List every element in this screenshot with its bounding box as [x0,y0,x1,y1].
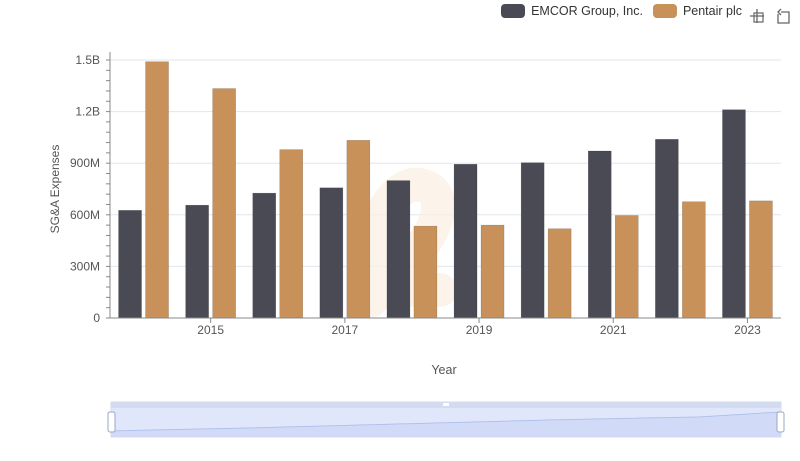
bar-emcor-2016[interactable] [252,192,276,319]
bar-emcor-2022[interactable] [655,139,679,319]
legend-item-pentair[interactable]: Pentair plc [652,4,742,18]
legend: EMCOR Group, Inc. Pentair plc [501,4,742,18]
x-tick-label: 2015 [197,323,224,337]
bar-emcor-2018[interactable] [386,180,411,319]
slider-handle-right[interactable] [776,411,785,433]
bar-pentair-2018[interactable] [413,225,438,319]
x-tick-label: 2019 [466,323,493,337]
y-tick-label: 0 [93,311,100,325]
bar-pentair-2016[interactable] [279,149,303,319]
y-tick-label: 600M [70,208,100,222]
legend-label-emcor: EMCOR Group, Inc. [531,4,643,18]
x-tick-label: 2017 [331,323,358,337]
legend-item-emcor[interactable]: EMCOR Group, Inc. [501,4,643,18]
bar-pentair-2022[interactable] [682,201,706,319]
legend-swatch-pentair [652,4,677,18]
reset-zoom-icon[interactable] [774,7,792,25]
legend-label-pentair: Pentair plc [682,4,742,18]
slider-grip[interactable] [443,403,449,406]
bar-pentair-2023[interactable] [749,200,773,319]
bar-emcor-2023[interactable] [722,109,746,319]
bar-pentair-2019[interactable] [480,224,505,319]
bar-pentair-2014[interactable] [145,61,169,319]
bar-pentair-2015[interactable] [212,88,236,319]
bar-emcor-2014[interactable] [118,210,142,319]
bar-pentair-2017[interactable] [346,140,371,319]
x-tick-label: 2021 [600,323,627,337]
bar-emcor-2017[interactable] [319,187,344,319]
data-zoom-slider[interactable] [107,401,785,438]
slider-handle-left[interactable] [107,411,116,433]
y-tick-label: 300M [70,259,100,273]
chart-toolbar [748,7,792,25]
bar-emcor-2021[interactable] [588,150,612,319]
bar-pentair-2020[interactable] [547,228,572,319]
slider-preview-area [111,412,781,437]
y-axis-title: SG&A Expenses [48,145,62,234]
axes: 0 300M 600M 900M 1.2B 1.5B 2015 2017 2019 2021 202… [70,52,781,337]
bars [118,61,773,319]
legend-swatch-emcor [501,4,526,18]
y-tick-label: 1.5B [75,53,100,67]
bar-emcor-2015[interactable] [185,204,209,319]
bar-emcor-2019[interactable] [453,163,478,319]
bar-pentair-2021[interactable] [615,215,639,319]
y-tick-label: 1.2B [75,105,100,119]
zoom-in-icon[interactable] [748,7,766,25]
y-tick-label: 900M [70,156,100,170]
x-axis-title: Year [431,363,456,377]
bar-emcor-2020[interactable] [520,162,545,319]
x-tick-label: 2023 [734,323,761,337]
